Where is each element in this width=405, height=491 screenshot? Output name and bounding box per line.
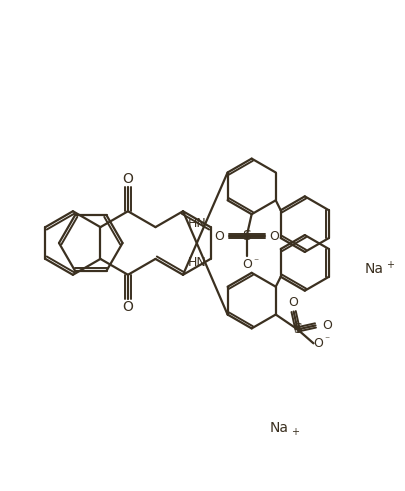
Text: HN: HN	[188, 256, 206, 270]
Text: Na: Na	[363, 262, 382, 276]
Text: O: O	[269, 230, 279, 243]
Text: ⁻: ⁻	[252, 257, 258, 267]
Text: O: O	[288, 296, 298, 309]
Text: O: O	[322, 319, 332, 332]
Text: +: +	[291, 427, 298, 436]
Text: O: O	[122, 300, 133, 314]
Text: S: S	[292, 323, 301, 336]
Text: ⁻: ⁻	[324, 335, 329, 345]
Text: O: O	[313, 337, 323, 350]
Text: Na: Na	[269, 421, 288, 435]
Text: O: O	[213, 230, 223, 243]
Text: +: +	[385, 260, 393, 270]
Text: HN: HN	[188, 217, 206, 230]
Text: S: S	[242, 229, 250, 243]
Text: O: O	[122, 172, 133, 187]
Text: O: O	[241, 258, 251, 272]
